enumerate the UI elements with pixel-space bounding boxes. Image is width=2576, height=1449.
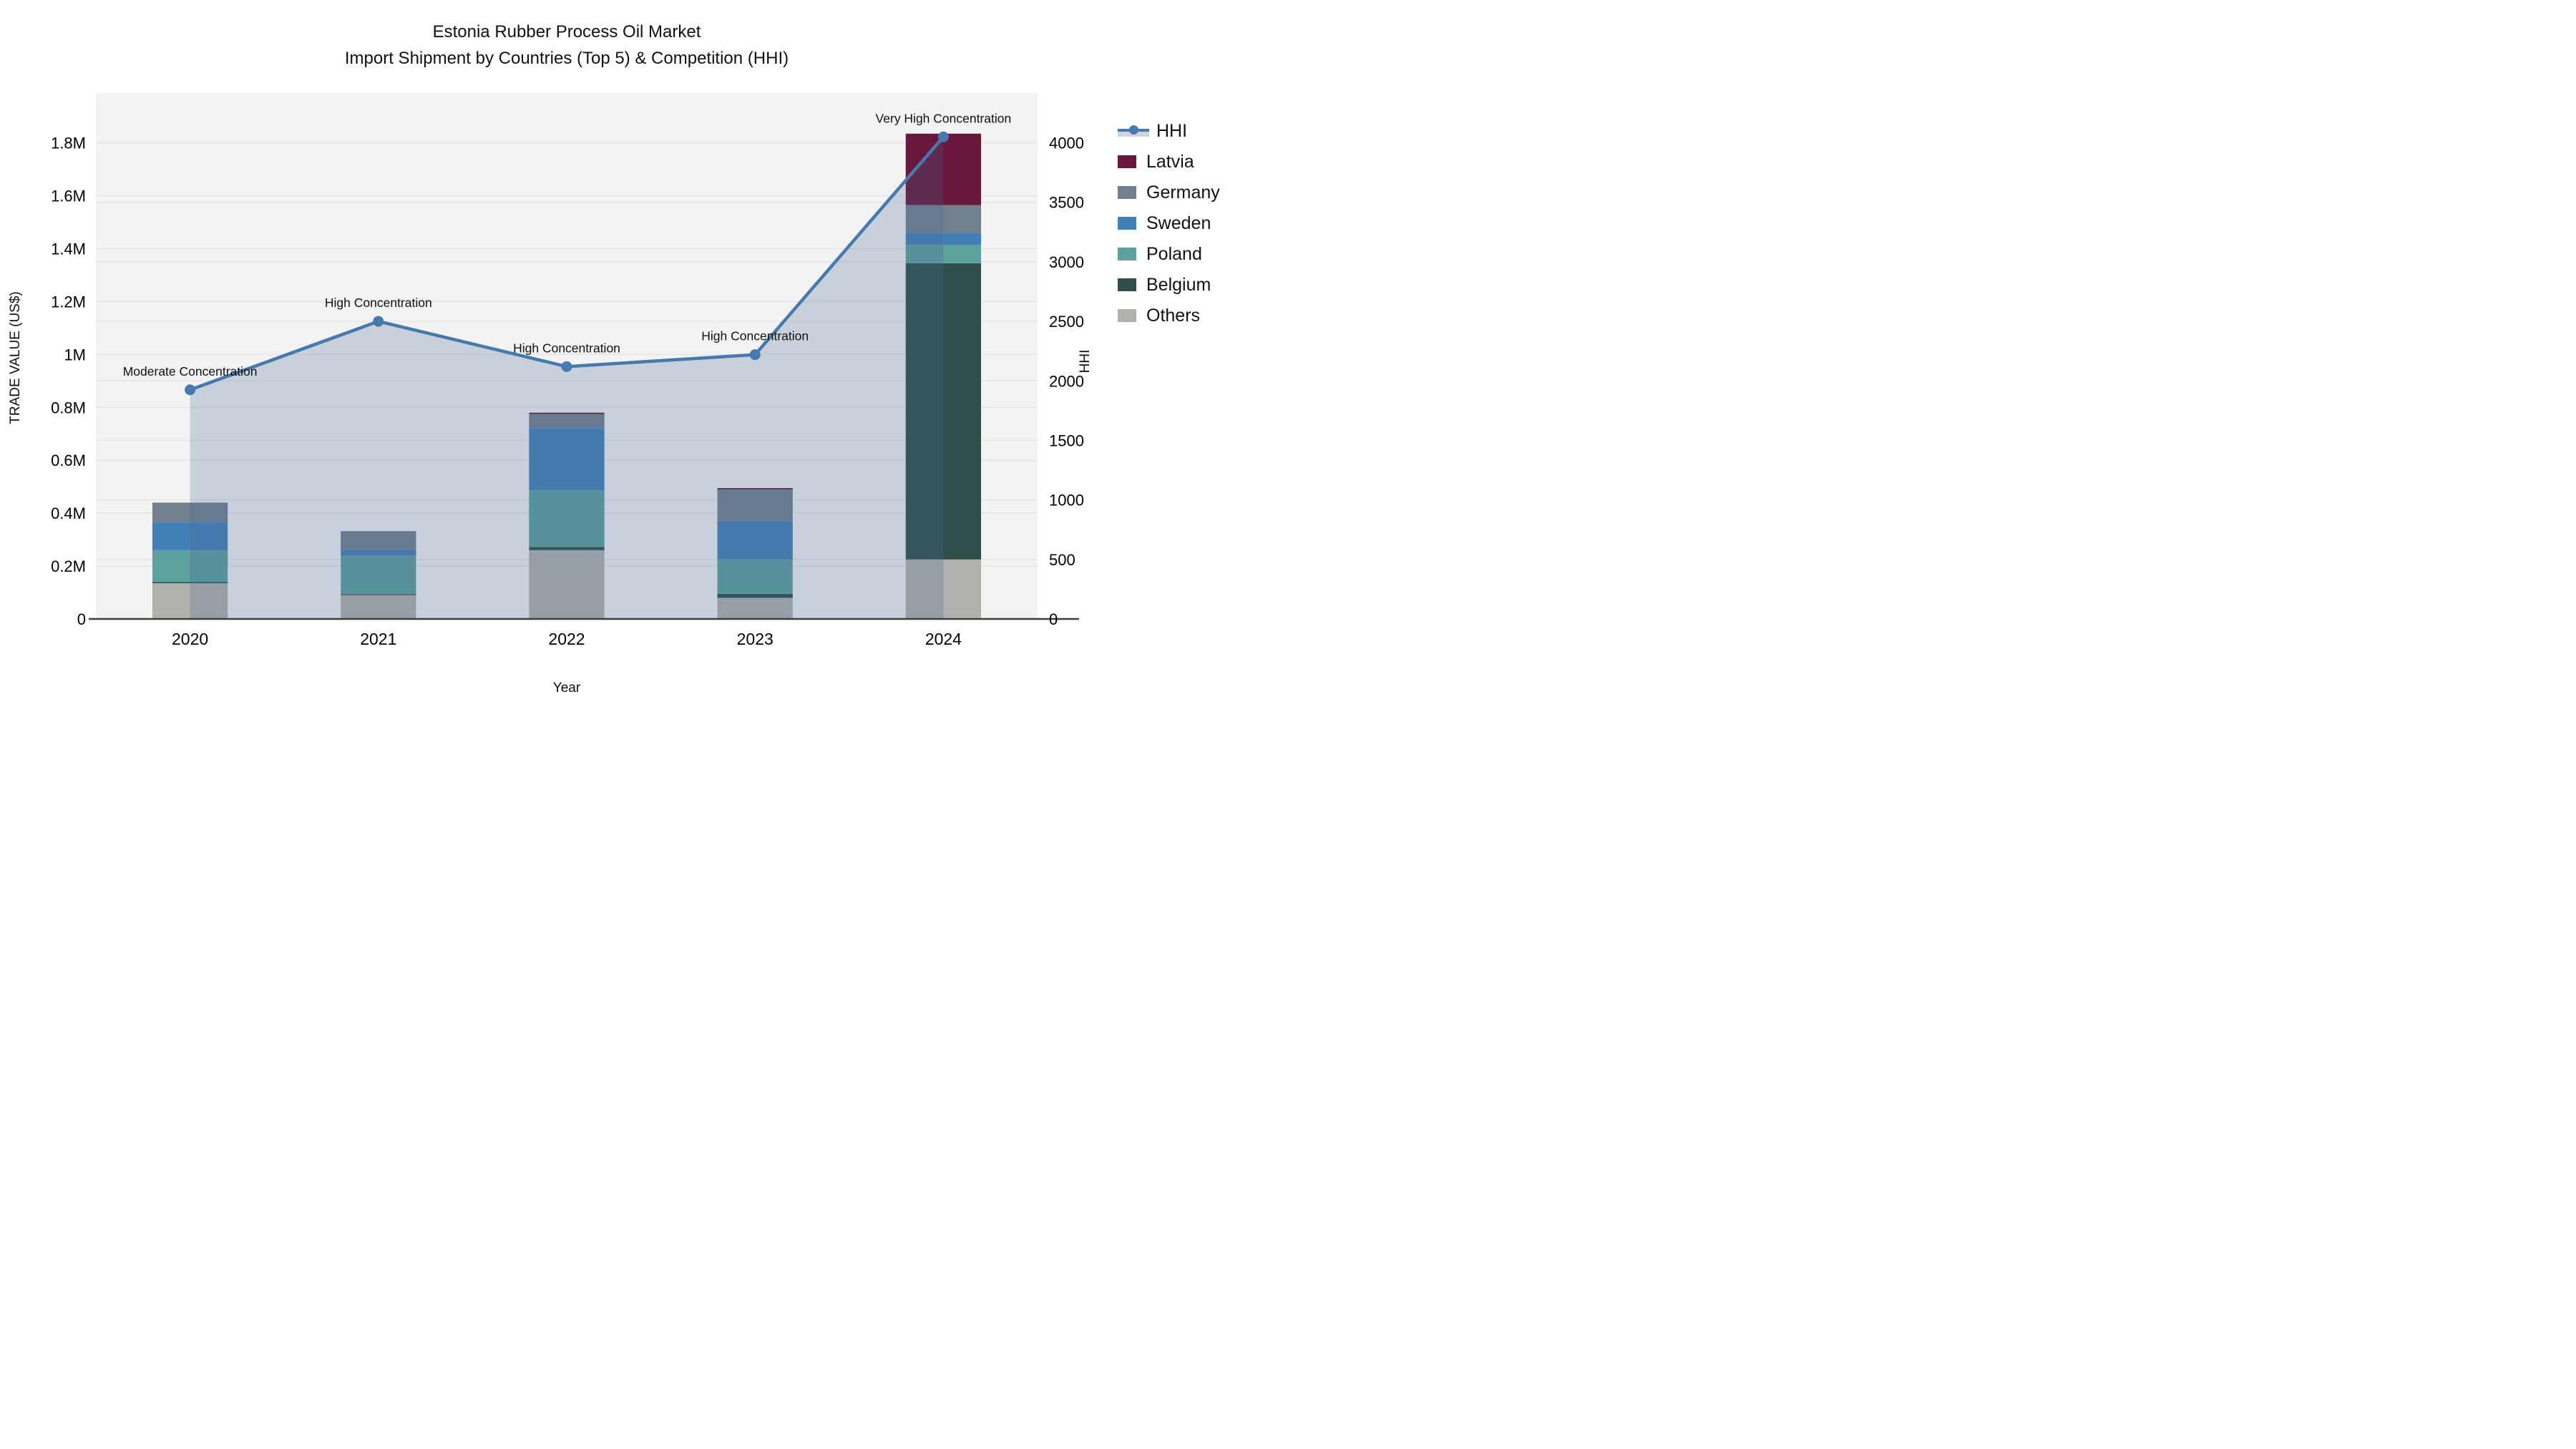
hhi-marker-2020[interactable] xyxy=(185,384,196,396)
bar-segment-sweden-2021[interactable] xyxy=(341,550,416,556)
hhi-marker-2021[interactable] xyxy=(373,316,384,327)
y-left-tick-label: 1.2M xyxy=(51,293,86,311)
bar-segment-germany-2023[interactable] xyxy=(717,489,793,522)
annotation-2021: High Concentration xyxy=(325,296,432,310)
bar-segment-germany-2024[interactable] xyxy=(905,205,982,233)
y-left-tick-label: 0.4M xyxy=(51,504,86,522)
legend-swatch-hhi-line-icon xyxy=(1118,125,1149,137)
y-left-tick-label: 1.8M xyxy=(51,135,86,152)
legend-item-sweden[interactable]: Sweden xyxy=(1118,213,1220,234)
bar-segment-belgium-2020[interactable] xyxy=(152,582,228,584)
bar-segment-poland-2021[interactable] xyxy=(341,555,416,595)
x-tick-label-2022: 2022 xyxy=(548,630,585,648)
bar-segment-germany-2022[interactable] xyxy=(529,414,605,429)
chart-canvas: 0 0.2M 0.4M 0.6M 0.8M 1M 1.2M 1.4M 1.6M 1.8M 0 500 1… xyxy=(51,93,1084,648)
y-right-tick-label: 500 xyxy=(1049,551,1075,569)
bar-segment-sweden-2023[interactable] xyxy=(717,521,793,560)
legend-swatch-poland xyxy=(1118,248,1136,260)
chart-title-line1: Estonia Rubber Process Oil Market xyxy=(432,22,701,42)
legend-label-germany: Germany xyxy=(1146,182,1220,203)
chart-figure: 0 0.2M 0.4M 0.6M 0.8M 1M 1.2M 1.4M 1.6M 1.8M 0 500 1… xyxy=(0,0,1288,724)
legend-item-hhi[interactable]: HHI xyxy=(1118,120,1220,142)
legend-swatch-germany xyxy=(1118,186,1136,199)
bar-segment-sweden-2022[interactable] xyxy=(529,428,605,491)
hhi-area-fill xyxy=(190,137,944,619)
legend-swatch-latvia xyxy=(1118,155,1136,168)
y-right-tick-label: 2500 xyxy=(1049,313,1084,331)
hhi-marker-2022[interactable] xyxy=(561,361,572,372)
x-tick-label-2021: 2021 xyxy=(360,630,396,648)
bar-segment-latvia-2022[interactable] xyxy=(529,412,605,414)
y-left-axis-title: TRADE VALUE (US$) xyxy=(8,291,23,424)
bar-segment-poland-2024[interactable] xyxy=(905,245,982,263)
y-right-tick-label: 3000 xyxy=(1049,253,1084,271)
y-left-tick-label: 0.8M xyxy=(51,399,86,416)
bar-segment-sweden-2024[interactable] xyxy=(905,233,982,245)
y-right-tick-label: 4000 xyxy=(1049,135,1084,152)
y-right-tick-label: 3500 xyxy=(1049,194,1084,212)
x-tick-label-2023: 2023 xyxy=(737,630,774,648)
y-left-tick-label: 1M xyxy=(64,346,86,364)
y-right-axis-title: HHI xyxy=(1078,349,1093,374)
x-tick-label-2024: 2024 xyxy=(925,630,962,648)
hhi-marker-2024[interactable] xyxy=(937,131,949,142)
hhi-marker-2023[interactable] xyxy=(749,349,761,361)
bar-segment-belgium-2021[interactable] xyxy=(341,594,416,595)
bar-segment-germany-2021[interactable] xyxy=(341,531,416,550)
legend-label-poland: Poland xyxy=(1146,243,1202,264)
annotation-2022: High Concentration xyxy=(513,341,620,355)
y-left-tick-label: 1.4M xyxy=(51,240,86,258)
legend-item-latvia[interactable]: Latvia xyxy=(1118,151,1220,172)
bar-segment-poland-2023[interactable] xyxy=(717,559,793,594)
bar-segment-latvia-2024[interactable] xyxy=(905,133,982,205)
y-left-tick-label: 0 xyxy=(77,610,86,628)
annotation-2024: Very High Concentration xyxy=(876,111,1012,125)
bar-segment-germany-2020[interactable] xyxy=(152,502,228,523)
bar-segment-sweden-2020[interactable] xyxy=(152,522,228,550)
legend-item-poland[interactable]: Poland xyxy=(1118,243,1220,265)
y-right-tick-label: 1000 xyxy=(1049,492,1084,509)
bar-segment-others-2020[interactable] xyxy=(152,583,228,619)
annotation-2020: Moderate Concentration xyxy=(123,364,258,379)
bar-segment-poland-2022[interactable] xyxy=(529,490,605,547)
x-tick-label-2020: 2020 xyxy=(172,630,208,648)
legend-label-others: Others xyxy=(1146,305,1201,326)
bar-segment-belgium-2024[interactable] xyxy=(905,263,982,560)
y-left-tick-label: 0.2M xyxy=(51,557,86,575)
bar-segment-others-2021[interactable] xyxy=(341,595,416,619)
y-left-tick-label: 1.6M xyxy=(51,187,86,205)
legend-label-belgium: Belgium xyxy=(1146,274,1211,295)
y-left-tick-label: 0.6M xyxy=(51,452,86,469)
bar-segment-poland-2020[interactable] xyxy=(152,550,228,582)
legend: HHI Latvia Germany Sweden Poland Belgium Other… xyxy=(1118,120,1220,336)
legend-swatch-sweden xyxy=(1118,217,1136,230)
legend-item-belgium[interactable]: Belgium xyxy=(1118,274,1220,296)
y-right-tick-label: 0 xyxy=(1049,610,1058,628)
bar-segment-belgium-2023[interactable] xyxy=(717,593,793,598)
legend-item-others[interactable]: Others xyxy=(1118,305,1220,326)
y-right-tick-label: 2000 xyxy=(1049,372,1084,390)
bar-segment-latvia-2023[interactable] xyxy=(717,488,793,489)
legend-label-latvia: Latvia xyxy=(1146,151,1194,172)
annotation-2023: High Concentration xyxy=(701,329,809,343)
bar-segment-others-2023[interactable] xyxy=(717,597,793,619)
chart-title: Estonia Rubber Process Oil Market Import… xyxy=(0,19,1133,72)
bar-segment-others-2024[interactable] xyxy=(905,559,982,619)
bar-segment-others-2022[interactable] xyxy=(529,550,605,619)
legend-swatch-belgium xyxy=(1118,278,1136,291)
bar-segment-belgium-2022[interactable] xyxy=(529,547,605,550)
chart-title-line2: Import Shipment by Countries (Top 5) & C… xyxy=(344,49,789,69)
y-right-tick-label: 1500 xyxy=(1049,431,1084,449)
legend-swatch-others xyxy=(1118,309,1136,322)
legend-item-germany[interactable]: Germany xyxy=(1118,182,1220,203)
legend-label-sweden: Sweden xyxy=(1146,213,1211,233)
legend-label-hhi: HHI xyxy=(1156,120,1188,141)
x-axis-title: Year xyxy=(552,680,581,696)
